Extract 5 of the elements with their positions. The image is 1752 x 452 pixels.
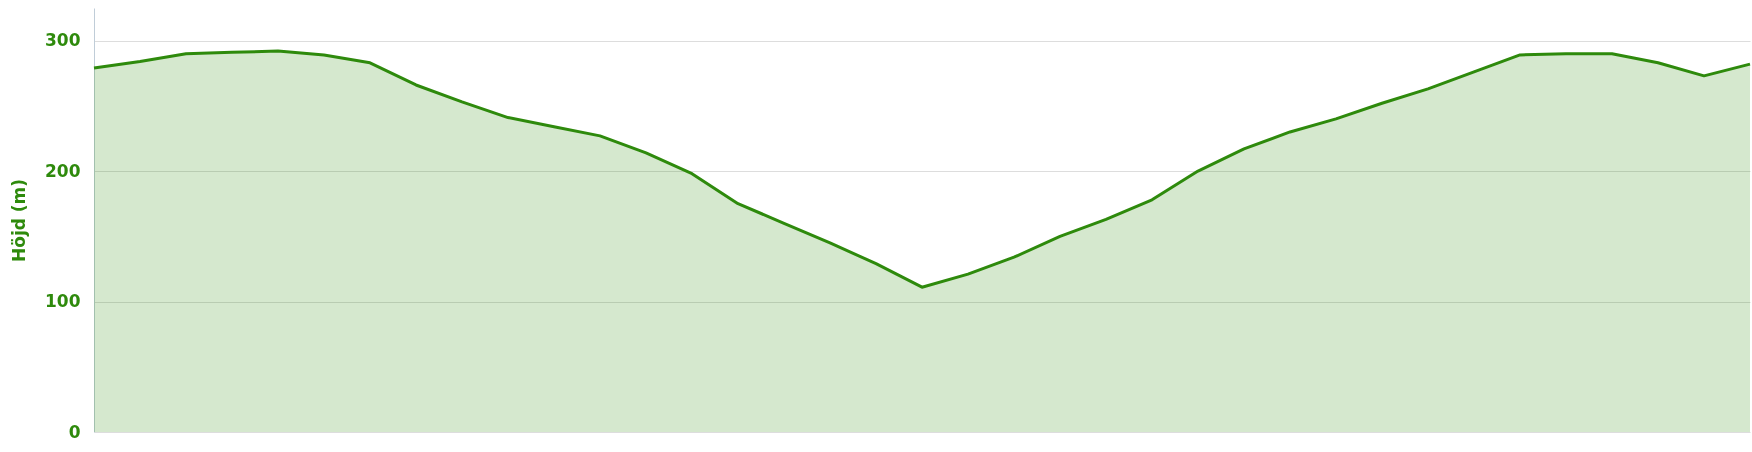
y-tick-label: 0 — [68, 421, 81, 442]
y-axis-title: Höjd (m) — [9, 178, 30, 263]
y-tick-label: 100 — [45, 291, 81, 312]
y-tick-label: 300 — [45, 30, 81, 51]
y-tick-label: 200 — [45, 160, 81, 181]
